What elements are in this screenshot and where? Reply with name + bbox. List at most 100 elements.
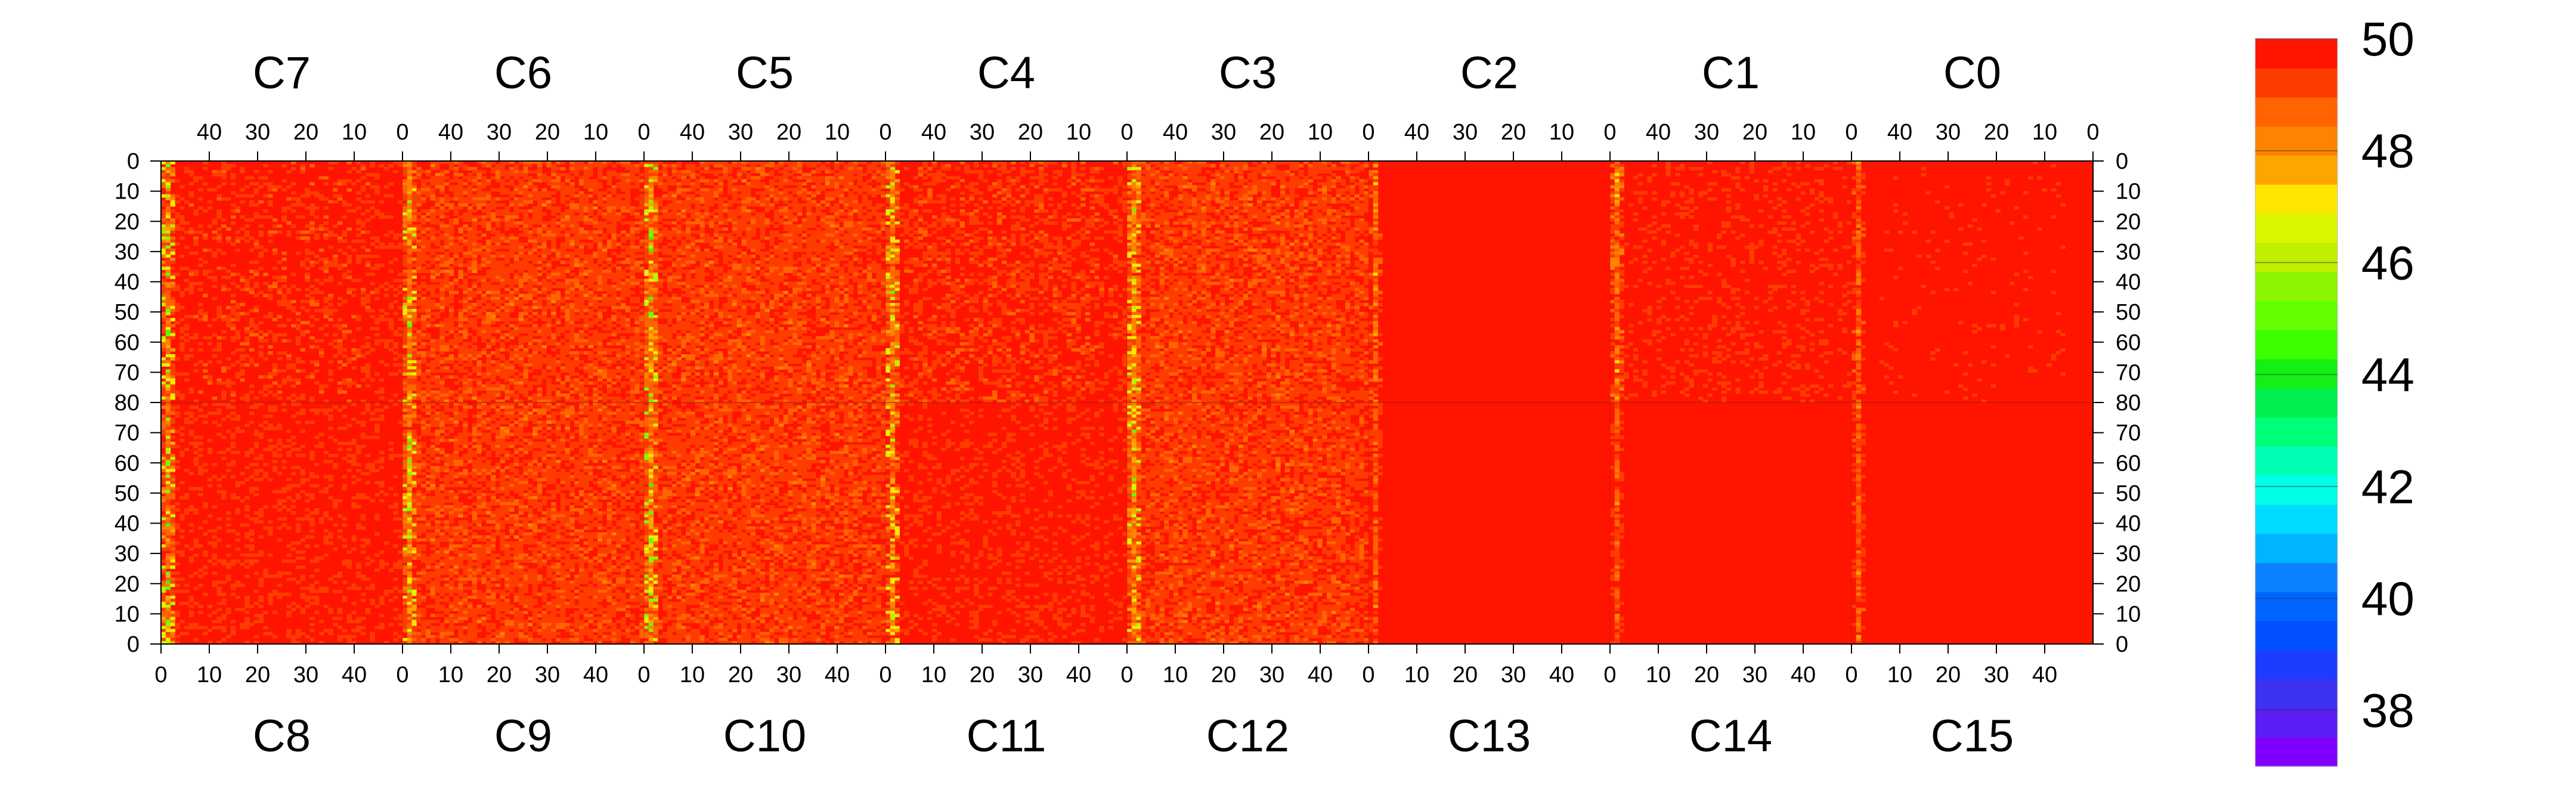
heatmap-cell	[606, 218, 612, 222]
heatmap-cell	[407, 251, 413, 255]
heatmap-cell	[783, 182, 789, 186]
heatmap-cell	[760, 176, 766, 179]
heatmap-cell	[630, 173, 636, 177]
heatmap-cell	[625, 206, 631, 210]
heatmap-cell	[421, 375, 426, 379]
heatmap-cell	[537, 191, 543, 195]
heatmap-cell	[333, 258, 338, 261]
heatmap-cell	[430, 324, 436, 328]
heatmap-cell	[806, 176, 812, 179]
heatmap-cell	[365, 299, 371, 304]
heatmap-cell	[221, 393, 227, 397]
heatmap-cell	[578, 200, 584, 204]
heatmap-cell	[560, 369, 566, 373]
heatmap-cell	[551, 339, 556, 343]
heatmap-cell	[834, 182, 840, 186]
heatmap-cell	[569, 245, 575, 249]
heatmap-cell	[551, 360, 556, 364]
heatmap-cell	[244, 363, 250, 367]
heatmap-cell	[593, 396, 598, 400]
heatmap-cell	[184, 278, 190, 283]
heatmap-cell	[606, 215, 612, 219]
heatmap-cell	[560, 188, 566, 192]
heatmap-cell	[588, 357, 593, 361]
heatmap-cell	[467, 306, 473, 309]
heatmap-cell	[597, 372, 603, 376]
heatmap-cell	[518, 254, 524, 258]
heatmap-cell	[448, 393, 454, 397]
heatmap-cell	[569, 215, 575, 219]
heatmap-cell	[834, 194, 840, 198]
heatmap-cell	[286, 299, 292, 304]
heatmap-cell	[486, 327, 491, 331]
heatmap-cell	[588, 236, 593, 240]
heatmap-cell	[165, 287, 171, 292]
heatmap-cell	[751, 197, 756, 201]
heatmap-cell	[634, 315, 640, 318]
heatmap-cell	[751, 182, 756, 186]
heatmap-cell	[490, 167, 496, 171]
heatmap-cell	[504, 264, 510, 267]
heatmap-cell	[504, 309, 510, 312]
heatmap-cell	[578, 302, 584, 306]
heatmap-cell	[439, 293, 445, 298]
heatmap-cell	[792, 191, 798, 195]
heatmap-cell	[588, 321, 593, 324]
heatmap-cell	[593, 194, 598, 198]
heatmap-cell	[565, 215, 570, 219]
heatmap-cell	[597, 287, 603, 292]
heatmap-cell	[630, 284, 636, 289]
heatmap-cell	[402, 197, 408, 201]
heatmap-cell	[797, 206, 803, 210]
heatmap-cell	[541, 336, 547, 340]
heatmap-cell	[411, 306, 417, 309]
heatmap-cell	[755, 200, 761, 204]
heatmap-cell	[537, 218, 543, 222]
heatmap-cell	[448, 258, 454, 261]
heatmap-cell	[616, 233, 621, 237]
heatmap-cell	[402, 261, 408, 264]
heatmap-cell	[230, 399, 236, 403]
heatmap-cell	[458, 396, 463, 400]
heatmap-cell	[435, 197, 440, 201]
heatmap-cell	[862, 194, 868, 198]
heatmap-cell	[616, 369, 621, 373]
heatmap-cell	[463, 212, 468, 216]
heatmap-cell	[551, 366, 556, 370]
heatmap-cell	[161, 390, 166, 394]
heatmap-cell	[188, 315, 194, 318]
heatmap-cell	[221, 218, 227, 222]
heatmap-cell	[625, 221, 631, 225]
heatmap-cell	[760, 197, 766, 201]
heatmap-cell	[425, 284, 431, 289]
heatmap-cell	[448, 284, 454, 289]
heatmap-cell	[421, 251, 426, 255]
heatmap-cell	[704, 194, 710, 198]
heatmap-cell	[193, 281, 199, 286]
heatmap-cell	[198, 318, 203, 321]
heatmap-cell	[778, 164, 784, 168]
heatmap-cell	[495, 393, 501, 397]
heatmap-cell	[235, 336, 241, 340]
heatmap-cell	[578, 296, 584, 301]
heatmap-cell	[518, 203, 524, 207]
heatmap-cell	[616, 194, 621, 198]
heatmap-cell	[621, 315, 626, 318]
heatmap-cell	[625, 284, 631, 289]
heatmap-cell	[323, 312, 329, 315]
heatmap-cell	[472, 242, 478, 246]
heatmap-cell	[806, 161, 812, 165]
heatmap-cell	[490, 312, 496, 315]
heatmap-cell	[486, 342, 491, 346]
heatmap-cell	[314, 236, 320, 240]
heatmap-cell	[351, 287, 357, 292]
heatmap-cell	[597, 251, 603, 255]
heatmap-cell	[602, 336, 608, 340]
heatmap-cell	[593, 185, 598, 189]
heatmap-cell	[425, 312, 431, 315]
heatmap-cell	[398, 306, 403, 309]
heatmap-cell	[416, 224, 422, 228]
heatmap-cell	[495, 239, 501, 243]
heatmap-cell	[551, 363, 556, 367]
heatmap-cell	[509, 351, 515, 355]
